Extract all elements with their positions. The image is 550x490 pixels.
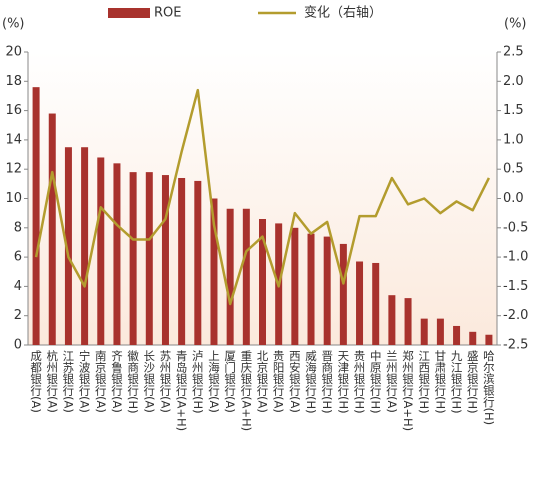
bar <box>291 227 299 345</box>
bar <box>307 233 315 345</box>
x-tick-label: 长沙银行(A) <box>142 350 156 413</box>
y-tick-label: 14 <box>5 132 22 147</box>
y2-tick-label: 2.0 <box>503 74 524 89</box>
bar <box>372 262 380 345</box>
bar <box>81 147 89 345</box>
y-axis-label: (%) <box>2 17 25 32</box>
y2-tick-label: 2.5 <box>503 45 524 60</box>
y2-tick-label: -2.5 <box>503 338 528 353</box>
bar <box>420 318 428 345</box>
y-tick-label: 12 <box>5 162 22 177</box>
bar <box>113 163 121 345</box>
bar <box>194 180 202 345</box>
legend-label: 变化（右轴） <box>304 5 382 21</box>
x-tick-label: 成都银行(A) <box>29 350 43 413</box>
x-tick-label: 兰州银行(A) <box>385 350 399 413</box>
y2-axis-label: (%) <box>504 17 527 32</box>
bar <box>226 208 234 345</box>
y-tick-label: 10 <box>5 191 22 206</box>
bar <box>129 172 137 345</box>
x-tick-label: 青岛银行(A+H) <box>175 350 189 431</box>
bar <box>242 208 250 345</box>
y2-tick-label: 0.5 <box>503 162 524 177</box>
y-tick-label: 4 <box>14 279 22 294</box>
y2-tick-label: 1.5 <box>503 103 524 118</box>
x-tick-label: 哈尔滨银行(H) <box>482 350 496 425</box>
x-tick-label: 江苏银行(A) <box>61 350 75 413</box>
x-tick-label: 天津银行(H) <box>336 350 350 414</box>
x-tick-label: 中原银行(H) <box>369 350 383 414</box>
y-tick-label: 0 <box>14 338 22 353</box>
x-tick-label: 九江银行(H) <box>450 350 464 414</box>
bar <box>161 175 169 345</box>
x-tick-label: 杭州银行(A) <box>45 349 59 413</box>
x-tick-label: 江西银行(H) <box>417 350 431 414</box>
x-tick-label: 晋商银行(H) <box>320 350 334 414</box>
bar <box>210 198 218 345</box>
y2-tick-label: -0.5 <box>503 220 528 235</box>
y-tick-label: 6 <box>14 250 22 265</box>
x-tick-label: 厦门银行(A) <box>223 350 237 413</box>
y2-tick-label: -1.0 <box>503 250 528 265</box>
bar <box>485 334 493 345</box>
x-tick-label: 郑州银行(A+H) <box>401 349 415 431</box>
bar <box>404 298 412 345</box>
y-tick-label: 2 <box>14 308 22 323</box>
legend-swatch <box>108 8 150 18</box>
x-tick-label: 贵州银行(H) <box>353 350 367 414</box>
bar <box>178 177 186 345</box>
legend-label: ROE <box>154 6 181 21</box>
x-tick-label: 齐鲁银行(A) <box>110 349 124 413</box>
y-tick-label: 20 <box>5 45 22 60</box>
bar <box>48 113 56 345</box>
bar <box>32 87 40 345</box>
x-tick-label: 甘肃银行(H) <box>433 350 447 414</box>
x-tick-label: 宁波银行(A) <box>78 349 92 413</box>
line <box>34 88 491 306</box>
x-tick-label: 上海银行(A) <box>207 350 221 413</box>
y-tick-label: 18 <box>5 74 22 89</box>
x-tick-label: 泸州银行(H) <box>191 350 205 414</box>
x-tick-label: 西安银行(A) <box>288 350 302 413</box>
bar <box>453 325 461 345</box>
y2-tick-label: 0.0 <box>503 191 524 206</box>
bar <box>97 157 105 345</box>
x-tick-label: 贵阳银行(A) <box>272 350 286 413</box>
x-tick-label: 苏州银行(A) <box>158 350 172 413</box>
bar <box>339 243 347 345</box>
bar <box>259 219 266 345</box>
bar <box>145 172 153 345</box>
bar <box>356 261 364 345</box>
y-tick-label: 8 <box>14 220 22 235</box>
x-tick-label: 徽商银行(H) <box>126 349 140 414</box>
bar <box>64 147 72 345</box>
bar <box>323 236 331 345</box>
x-tick-label: 南京银行(A) <box>94 349 108 413</box>
y2-tick-label: -2.0 <box>503 308 528 323</box>
x-tick-label: 重庆银行(A+H) <box>239 349 253 431</box>
bar <box>469 331 477 345</box>
x-tick-label: 盛京银行(H) <box>466 349 480 414</box>
x-tick-label: 北京银行(A) <box>256 350 270 413</box>
y2-tick-label: 1.0 <box>503 132 524 147</box>
y-tick-label: 16 <box>5 103 22 118</box>
bar <box>436 318 444 345</box>
y2-tick-label: -1.5 <box>503 279 528 294</box>
bar <box>388 295 396 345</box>
x-tick-label: 威海银行(H) <box>304 350 318 414</box>
